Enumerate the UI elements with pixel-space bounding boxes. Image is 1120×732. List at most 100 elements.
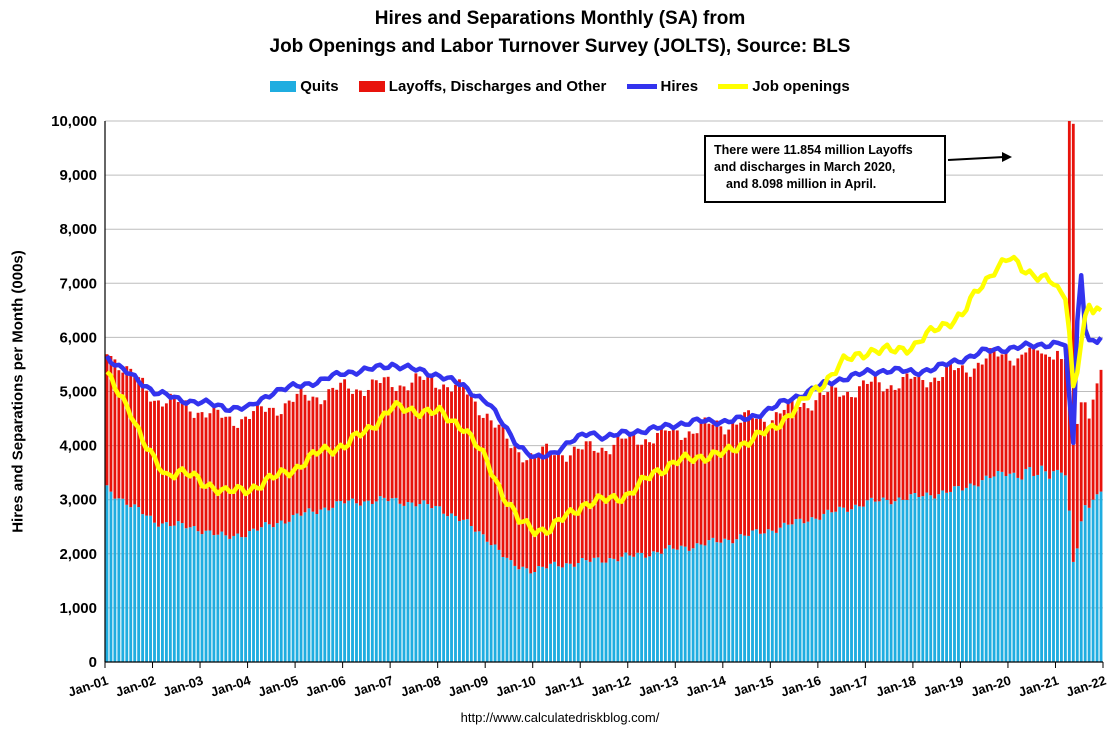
- bar-layoffs: [283, 403, 287, 524]
- bar-layoffs: [703, 417, 707, 546]
- bar-quits: [426, 504, 430, 662]
- bar-quits: [291, 514, 295, 662]
- bar-layoffs: [422, 379, 426, 501]
- bar-quits: [972, 485, 976, 662]
- bar-layoffs: [117, 370, 121, 499]
- bar-layoffs: [929, 382, 933, 496]
- bar-quits: [382, 497, 386, 662]
- bar-layoffs: [723, 434, 727, 539]
- x-tick-label: Jan-01: [66, 673, 110, 700]
- bar-quits: [1052, 471, 1055, 662]
- bar-quits: [873, 501, 877, 662]
- bar-layoffs: [770, 420, 774, 531]
- bar-quits: [711, 537, 715, 662]
- bar-quits: [865, 500, 869, 662]
- source-url: http://www.calculatedriskblog.com/: [460, 710, 660, 725]
- bar-layoffs: [188, 411, 192, 528]
- bar-quits: [184, 528, 188, 662]
- bar-layoffs: [438, 389, 442, 507]
- bar-quits: [434, 505, 438, 662]
- bar-layoffs: [1063, 359, 1067, 476]
- bar-layoffs: [608, 454, 612, 559]
- bar-layoffs: [1083, 402, 1087, 506]
- bar-quits: [335, 501, 339, 662]
- bar-quits: [406, 502, 410, 662]
- arrow-head: [1002, 152, 1012, 162]
- bar-layoffs: [485, 413, 489, 542]
- bar-quits: [826, 509, 830, 662]
- bar-quits: [984, 475, 988, 662]
- bar-layoffs: [240, 419, 244, 538]
- bar-layoffs: [846, 391, 849, 512]
- bar-layoffs: [208, 413, 212, 531]
- bar-quits: [624, 552, 628, 662]
- bar-layoffs: [675, 430, 679, 550]
- bar-layoffs: [945, 365, 948, 493]
- bar-quits: [1020, 479, 1024, 662]
- y-tick-label: 10,000: [51, 113, 97, 130]
- bar-quits: [469, 525, 473, 662]
- bar-quits: [861, 506, 865, 662]
- bar-layoffs: [299, 387, 303, 516]
- bar-quits: [715, 542, 719, 662]
- annotation-line-2: and discharges in March 2020,: [714, 160, 896, 174]
- bar-layoffs: [854, 397, 857, 505]
- bar-layoffs: [572, 446, 576, 567]
- bar-layoffs: [196, 412, 200, 532]
- bar-layoffs: [331, 387, 335, 508]
- bar-quits: [719, 542, 723, 662]
- bar-quits: [917, 497, 921, 662]
- bar-quits: [980, 480, 984, 662]
- x-tick-label: Jan-06: [304, 673, 348, 700]
- bar-layoffs: [1075, 423, 1079, 549]
- bar-quits: [1024, 468, 1028, 662]
- bar-quits: [687, 550, 691, 662]
- bar-layoffs: [921, 380, 925, 497]
- bar-layoffs: [164, 403, 168, 523]
- bar-layoffs: [398, 385, 402, 504]
- y-axis-label: Hires and Separations per Month (000s): [9, 250, 27, 533]
- bar-quits: [521, 566, 525, 662]
- bar-quits: [315, 514, 319, 662]
- bar-layoffs: [489, 420, 493, 546]
- x-tick-label: Jan-09: [446, 673, 490, 700]
- bar-quits: [442, 513, 446, 662]
- bar-layoffs: [743, 412, 747, 536]
- bar-quits: [877, 501, 881, 662]
- bar-layoffs: [220, 417, 224, 532]
- x-tick-label: Jan-05: [256, 673, 300, 700]
- bar-quits: [386, 501, 390, 662]
- bar-quits: [992, 476, 996, 662]
- legend-swatch-layoffs: [358, 81, 385, 93]
- bar-layoffs: [755, 418, 758, 530]
- bar-layoffs: [806, 408, 810, 522]
- bar-layoffs: [596, 452, 600, 558]
- bar-layoffs: [683, 437, 687, 547]
- bar-quits: [236, 533, 240, 662]
- bar-quits: [774, 532, 778, 662]
- bar-layoffs: [521, 462, 525, 567]
- bar-quits: [299, 515, 303, 662]
- bar-layoffs: [513, 446, 517, 566]
- x-tick-label: Jan-12: [589, 673, 633, 700]
- bar-layoffs: [747, 410, 750, 536]
- bar-layoffs: [881, 391, 885, 498]
- bar-quits: [691, 548, 695, 662]
- x-tick-label: Jan-02: [114, 673, 158, 700]
- bar-layoffs: [1044, 354, 1048, 472]
- x-tick-label: Jan-07: [351, 673, 395, 700]
- bar-layoffs: [414, 373, 418, 507]
- bar-layoffs: [604, 450, 608, 563]
- bar-quits: [822, 513, 826, 662]
- bar-layoffs: [648, 442, 651, 557]
- bar-layoffs: [374, 380, 378, 502]
- bar-quits: [988, 477, 992, 662]
- bar-quits: [355, 503, 358, 662]
- bar-quits: [612, 558, 616, 662]
- chart-subtitle: Job Openings and Labor Turnover Survey (…: [269, 36, 851, 57]
- bar-layoffs: [263, 411, 267, 523]
- line-job-openings: [105, 254, 1103, 538]
- bar-layoffs: [244, 416, 248, 538]
- bar-layoffs: [287, 400, 291, 522]
- bar-quits: [351, 498, 354, 662]
